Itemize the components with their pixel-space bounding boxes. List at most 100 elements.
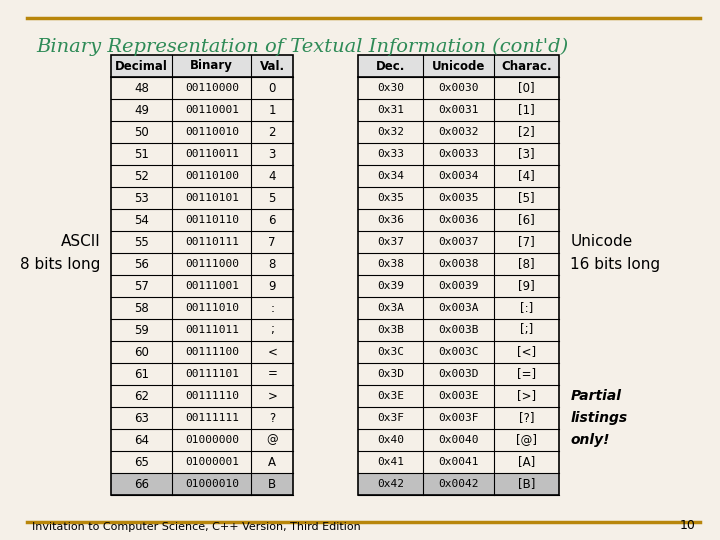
Text: 0x35: 0x35 xyxy=(377,193,404,203)
Text: Val.: Val. xyxy=(260,59,285,72)
Text: Invitation to Computer Science, C++ Version, Third Edition: Invitation to Computer Science, C++ Vers… xyxy=(32,522,360,532)
Text: 1: 1 xyxy=(269,104,276,117)
Text: 0x40: 0x40 xyxy=(377,435,404,445)
Text: 0x0041: 0x0041 xyxy=(438,457,479,467)
Text: Decimal: Decimal xyxy=(115,59,168,72)
Text: Charac.: Charac. xyxy=(501,59,552,72)
Text: 8 bits long: 8 bits long xyxy=(20,256,101,272)
Bar xyxy=(359,55,559,495)
Text: :: : xyxy=(270,301,274,314)
Text: 0x0036: 0x0036 xyxy=(438,215,479,225)
Text: 00111001: 00111001 xyxy=(185,281,239,291)
Text: 2: 2 xyxy=(269,125,276,138)
Text: 0x37: 0x37 xyxy=(377,237,404,247)
Text: Binary: Binary xyxy=(190,59,233,72)
Text: 0x003B: 0x003B xyxy=(438,325,479,335)
Text: 63: 63 xyxy=(134,411,149,424)
Text: [8]: [8] xyxy=(518,258,535,271)
Text: 0x0033: 0x0033 xyxy=(438,149,479,159)
Text: 66: 66 xyxy=(134,477,149,490)
Text: 61: 61 xyxy=(134,368,149,381)
Text: 48: 48 xyxy=(134,82,149,94)
Text: 0x003A: 0x003A xyxy=(438,303,479,313)
Bar xyxy=(111,55,293,77)
Text: ?: ? xyxy=(269,411,275,424)
Text: 0: 0 xyxy=(269,82,276,94)
Text: ;: ; xyxy=(270,323,274,336)
Text: 54: 54 xyxy=(134,213,149,226)
Text: 00110010: 00110010 xyxy=(185,127,239,137)
Text: 6: 6 xyxy=(269,213,276,226)
Text: 0x0040: 0x0040 xyxy=(438,435,479,445)
Text: 8: 8 xyxy=(269,258,276,271)
Text: 59: 59 xyxy=(134,323,149,336)
Text: 0x33: 0x33 xyxy=(377,149,404,159)
Text: 0x34: 0x34 xyxy=(377,171,404,181)
Text: [4]: [4] xyxy=(518,170,535,183)
Text: [:]: [:] xyxy=(520,301,533,314)
Text: 00110100: 00110100 xyxy=(185,171,239,181)
Text: 01000001: 01000001 xyxy=(185,457,239,467)
Text: 16 bits long: 16 bits long xyxy=(570,256,660,272)
Text: 01000000: 01000000 xyxy=(185,435,239,445)
Text: 0x42: 0x42 xyxy=(377,479,404,489)
Text: 64: 64 xyxy=(134,434,149,447)
Text: 62: 62 xyxy=(134,389,149,402)
Text: 3: 3 xyxy=(269,147,276,160)
Text: B: B xyxy=(268,477,276,490)
Text: 0x0038: 0x0038 xyxy=(438,259,479,269)
Text: 0x003D: 0x003D xyxy=(438,369,479,379)
Text: A: A xyxy=(269,456,276,469)
Text: [@]: [@] xyxy=(516,434,537,447)
Text: [;]: [;] xyxy=(520,323,533,336)
Text: Dec.: Dec. xyxy=(376,59,405,72)
Text: 51: 51 xyxy=(134,147,149,160)
Text: Unicode: Unicode xyxy=(570,234,633,249)
Text: 53: 53 xyxy=(134,192,149,205)
Text: 0x3B: 0x3B xyxy=(377,325,404,335)
Text: [7]: [7] xyxy=(518,235,535,248)
Text: [2]: [2] xyxy=(518,125,535,138)
Text: 65: 65 xyxy=(134,456,149,469)
Text: 00111010: 00111010 xyxy=(185,303,239,313)
Text: [1]: [1] xyxy=(518,104,535,117)
Text: 0x003E: 0x003E xyxy=(438,391,479,401)
Text: 50: 50 xyxy=(134,125,149,138)
Text: 0x0037: 0x0037 xyxy=(438,237,479,247)
Text: [?]: [?] xyxy=(518,411,534,424)
Text: 52: 52 xyxy=(134,170,149,183)
Text: 49: 49 xyxy=(134,104,149,117)
Bar xyxy=(111,473,293,495)
Text: 0x0030: 0x0030 xyxy=(438,83,479,93)
Text: 10: 10 xyxy=(680,519,696,532)
Text: 9: 9 xyxy=(269,280,276,293)
Text: 0x3E: 0x3E xyxy=(377,391,404,401)
Text: [B]: [B] xyxy=(518,477,535,490)
Text: 0x003F: 0x003F xyxy=(438,413,479,423)
Text: 00110011: 00110011 xyxy=(185,149,239,159)
Text: 0x32: 0x32 xyxy=(377,127,404,137)
Text: ASCII: ASCII xyxy=(61,234,101,249)
Text: 00111011: 00111011 xyxy=(185,325,239,335)
Text: 00111100: 00111100 xyxy=(185,347,239,357)
Text: 0x0032: 0x0032 xyxy=(438,127,479,137)
Text: only!: only! xyxy=(570,433,610,447)
Text: 0x41: 0x41 xyxy=(377,457,404,467)
Bar xyxy=(359,473,559,495)
Text: [>]: [>] xyxy=(517,389,536,402)
Text: [5]: [5] xyxy=(518,192,535,205)
Text: [=]: [=] xyxy=(517,368,536,381)
Text: [A]: [A] xyxy=(518,456,535,469)
Text: =: = xyxy=(267,368,277,381)
Text: 00111110: 00111110 xyxy=(185,391,239,401)
Text: 57: 57 xyxy=(134,280,149,293)
Text: [6]: [6] xyxy=(518,213,535,226)
Bar xyxy=(359,55,559,77)
Text: 0x36: 0x36 xyxy=(377,215,404,225)
Text: 0x3A: 0x3A xyxy=(377,303,404,313)
Text: 0x003C: 0x003C xyxy=(438,347,479,357)
Text: 0x38: 0x38 xyxy=(377,259,404,269)
Text: [3]: [3] xyxy=(518,147,535,160)
Text: 0x0042: 0x0042 xyxy=(438,479,479,489)
Text: 00111111: 00111111 xyxy=(185,413,239,423)
